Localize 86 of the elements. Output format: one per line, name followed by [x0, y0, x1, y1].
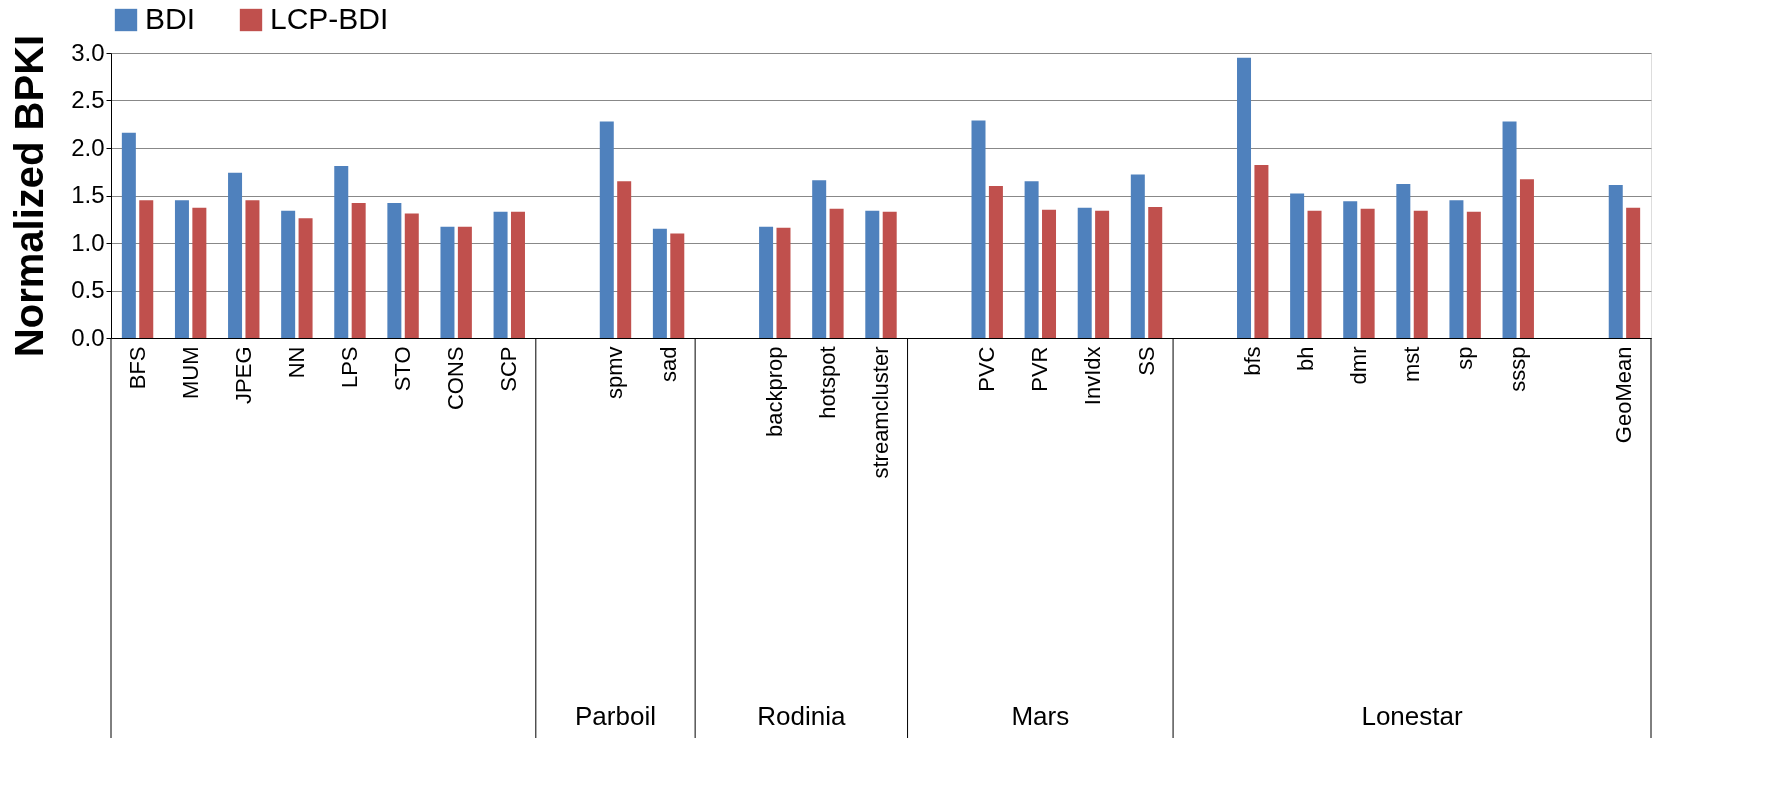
x-tick-label: GeoMean: [1611, 346, 1637, 444]
bar: [245, 200, 260, 338]
x-tick-label: backprop: [761, 346, 787, 438]
bar: [971, 120, 986, 338]
bar: [1254, 165, 1269, 338]
x-tick-label: BFS: [124, 346, 150, 390]
bar: [1290, 193, 1305, 338]
x-tick-label: STO: [390, 346, 416, 392]
bar: [1608, 185, 1623, 338]
bar: [351, 203, 366, 338]
x-tick-label: sad: [655, 346, 681, 382]
x-tick-label: JPEG: [230, 346, 256, 404]
bar: [1396, 184, 1411, 338]
bar: [1095, 210, 1110, 338]
legend-label: BDI: [145, 2, 196, 35]
x-tick-label: streamcluster: [868, 346, 893, 479]
bar: [440, 226, 455, 338]
bar: [174, 200, 189, 338]
bar: [139, 200, 154, 338]
bar: [1148, 206, 1163, 338]
bar: [617, 181, 632, 338]
bar: [1360, 208, 1375, 338]
y-tick-label: 3.0: [71, 38, 105, 66]
x-tick-label: LPS: [336, 346, 362, 389]
bar: [599, 121, 614, 338]
text: Rodinia: [757, 701, 846, 731]
bar: [493, 211, 508, 338]
x-tick-label: SS: [1133, 346, 1159, 376]
y-tick-label: 0.5: [71, 276, 105, 303]
y-tick-label: 1.0: [71, 228, 105, 256]
bar: [228, 172, 243, 338]
x-tick-label: hotspot: [814, 346, 840, 419]
y-tick-label: 2.5: [71, 86, 105, 113]
x-tick-label: sp: [1452, 346, 1478, 370]
bar: [1413, 210, 1428, 338]
y-tick-label: 2.0: [71, 133, 105, 161]
bar: [387, 203, 402, 338]
bar: [1077, 207, 1092, 338]
bar: [1502, 121, 1517, 338]
bar: [1449, 200, 1464, 338]
y-tick-label: 0.0: [71, 323, 105, 351]
bar: [759, 226, 774, 338]
x-tick-label: dmr: [1345, 346, 1371, 385]
y-axis-title: Normalized BPKI: [7, 34, 52, 358]
bar: [457, 226, 472, 338]
x-tick-label: PVR: [1027, 346, 1053, 392]
text: Mars: [1011, 701, 1070, 731]
bar: [1626, 207, 1641, 338]
text: Lonestar: [1361, 701, 1463, 731]
x-tick-label: MUM: [177, 346, 203, 400]
x-tick-label: InvIdx: [1080, 346, 1106, 406]
bar: [121, 132, 136, 338]
x-tick-label: spmv: [602, 346, 628, 400]
x-tick-label: mst: [1399, 346, 1425, 382]
bar: [281, 210, 296, 338]
x-tick-label: bh: [1292, 346, 1318, 371]
x-tick-label: CONS: [443, 346, 469, 411]
bar: [829, 208, 844, 338]
bar: [298, 218, 313, 338]
bar: [1343, 201, 1358, 338]
x-tick-label: SCP: [496, 346, 522, 392]
bar: [1519, 179, 1534, 338]
x-tick-label: sssp: [1505, 346, 1531, 392]
bar: [882, 211, 897, 338]
x-tick-label: bfs: [1239, 346, 1265, 376]
bar: [670, 233, 685, 338]
bar: [1042, 209, 1057, 338]
bar: [334, 166, 349, 338]
bar: [1466, 211, 1481, 338]
bar: [776, 227, 791, 338]
bar: [1024, 181, 1039, 338]
bar: [192, 207, 207, 338]
bar: [510, 211, 525, 338]
bar: [1237, 57, 1252, 338]
bar: [404, 213, 419, 338]
x-tick-label: NN: [283, 346, 309, 379]
x-tick-label: PVC: [974, 346, 1000, 392]
bar: [1307, 210, 1322, 338]
legend-label: LCP-BDI: [270, 2, 389, 35]
bar: [1130, 174, 1145, 338]
y-tick-label: 1.5: [71, 181, 105, 208]
bar: [988, 186, 1003, 338]
bar: [812, 180, 827, 338]
bar: [652, 228, 667, 338]
bar: [865, 210, 880, 338]
text: Parboil: [575, 701, 656, 731]
